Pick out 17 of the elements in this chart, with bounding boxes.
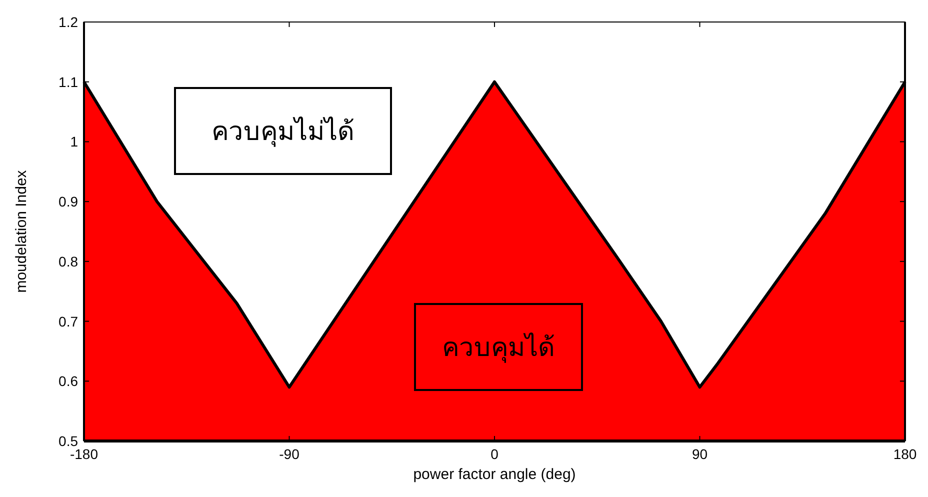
y-tick-label: 1.1 xyxy=(58,74,78,90)
annotation: ควบคุมได้ xyxy=(442,332,555,363)
y-tick-label: 1.2 xyxy=(58,14,78,30)
x-tick-label: 180 xyxy=(893,446,917,462)
y-tick-label: 0.7 xyxy=(58,313,78,330)
x-tick-label: 90 xyxy=(692,446,708,462)
y-tick-label: 0.6 xyxy=(58,373,78,390)
x-tick-label: 0 xyxy=(490,446,499,462)
annotation: ควบคุมไม่ได้ xyxy=(212,116,354,147)
y-tick-label: 0.9 xyxy=(58,194,78,210)
x-tick-label: -90 xyxy=(279,446,300,462)
y-tick-label: 1 xyxy=(70,134,78,150)
x-tick-label: -180 xyxy=(70,446,98,462)
y-axis-title: moudelation Index xyxy=(13,170,30,293)
y-tick-label: 0.8 xyxy=(58,253,78,270)
x-axis-title: power factor angle (deg) xyxy=(413,466,576,483)
y-tick-label: 0.5 xyxy=(58,433,78,449)
